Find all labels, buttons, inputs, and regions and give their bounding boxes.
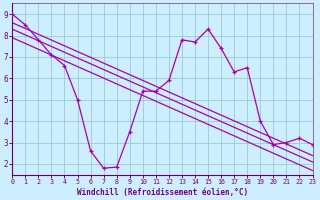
X-axis label: Windchill (Refroidissement éolien,°C): Windchill (Refroidissement éolien,°C) [77, 188, 248, 197]
